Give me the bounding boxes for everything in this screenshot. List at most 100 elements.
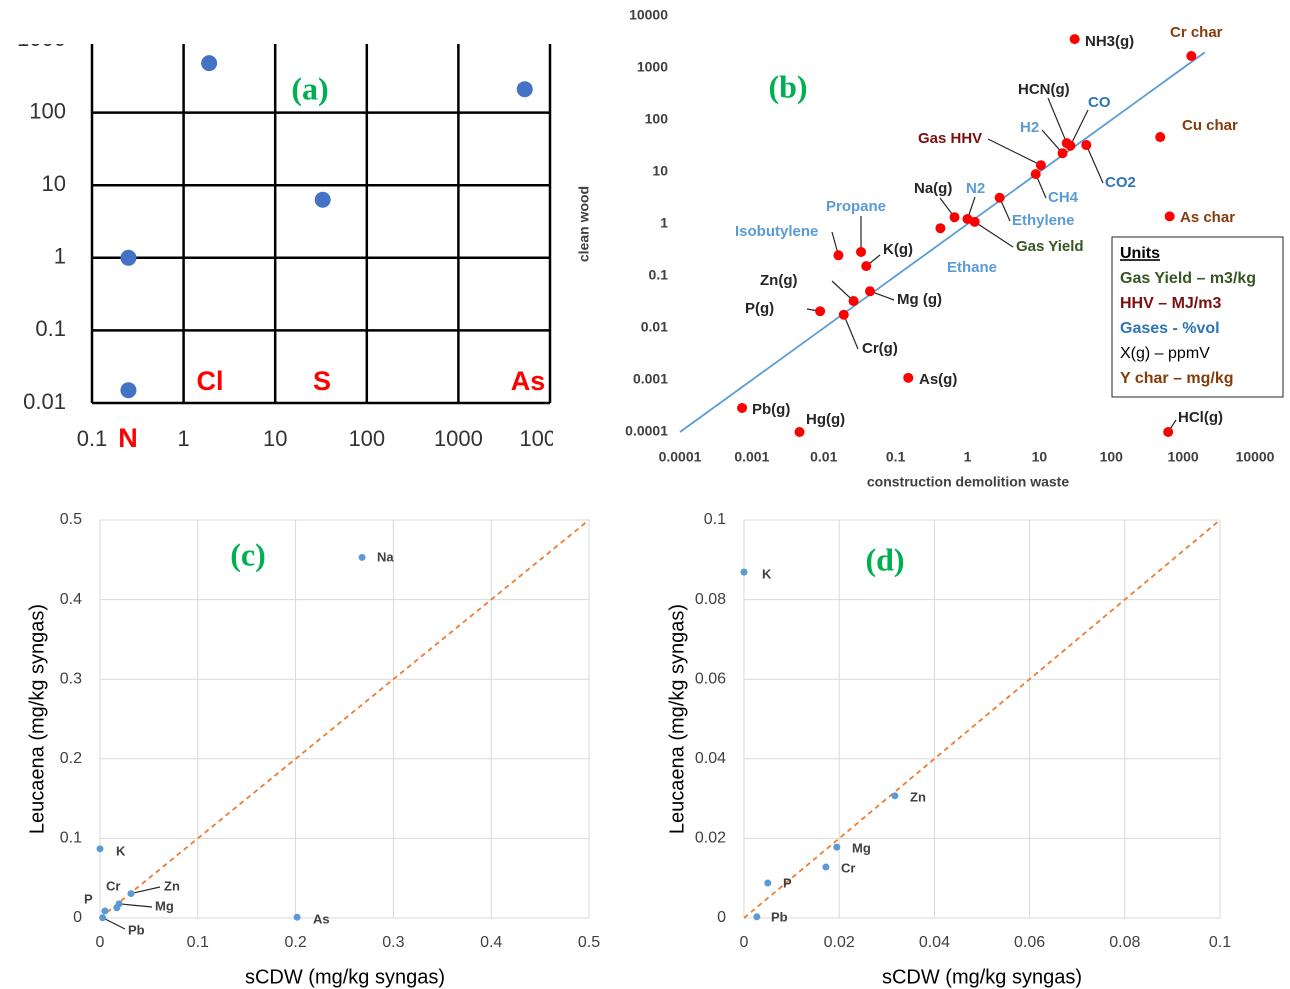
- point: [1057, 148, 1068, 159]
- point: [358, 553, 366, 561]
- y-tick-label: 0.0001: [625, 423, 668, 439]
- y-tick-label: 0: [73, 909, 82, 926]
- panel-label: (c): [230, 536, 266, 572]
- x-tick-label: 1000: [1168, 449, 1199, 465]
- point: [903, 372, 914, 383]
- point: [1164, 211, 1175, 222]
- x-tick-label: 100: [348, 426, 385, 451]
- x-tick-label: 100: [1100, 449, 1124, 465]
- y-tick-label: 0.08: [695, 591, 726, 608]
- point: [1081, 140, 1092, 151]
- panel-label: (a): [291, 70, 328, 106]
- x-tick-label: 10: [263, 426, 287, 451]
- y-tick-label: 0.1: [649, 267, 669, 283]
- point-label: Mg: [852, 840, 871, 855]
- legend-entry: Gases - %vol: [1120, 320, 1220, 337]
- x-tick-label: 0.5: [578, 934, 600, 951]
- point-label: Hg(g): [806, 411, 845, 428]
- legend-box: [1111, 236, 1284, 398]
- point-label: K(g): [883, 241, 913, 258]
- y-tick-label: 0.02: [695, 830, 726, 847]
- y-tick-label: 1: [660, 215, 668, 231]
- x-tick-label: 0.3: [382, 934, 404, 951]
- leader-line: [1069, 109, 1089, 146]
- legend-entry: HHV – MJ/m3: [1120, 295, 1221, 312]
- point-label: N2: [966, 180, 985, 197]
- y-axis-label: Leucaena (mg/kg syngas): [26, 604, 48, 834]
- x-tick-label: 0.1: [187, 934, 209, 951]
- point-label: K: [116, 843, 126, 858]
- point-label: Zn: [910, 789, 926, 804]
- y-tick-label: 0.06: [695, 670, 726, 687]
- x-tick-label: 1: [964, 449, 972, 465]
- point: [1065, 140, 1076, 151]
- leader-line: [1047, 97, 1068, 144]
- point: [1030, 169, 1041, 180]
- point: [815, 306, 826, 317]
- x-tick-label: 10000: [519, 426, 580, 451]
- point-label: As char: [1180, 209, 1235, 226]
- point-label: K: [762, 566, 772, 581]
- y-tick-label: 1000: [637, 59, 668, 75]
- annotation: Cl: [197, 366, 224, 396]
- leader-line: [974, 221, 1014, 248]
- y-tick-label: 0.001: [633, 371, 668, 387]
- point-label: CO2: [1105, 174, 1136, 191]
- y-tick-label: 0.04: [695, 750, 726, 767]
- point-label: Isobutylene: [735, 223, 818, 240]
- x-tick-label: 0.2: [284, 934, 306, 951]
- leader-line: [1085, 144, 1104, 184]
- point: [822, 863, 830, 871]
- y-tick-label: 0.4: [60, 591, 82, 608]
- point: [516, 81, 533, 98]
- x-tick-label: 0: [740, 934, 749, 951]
- point-label: P: [783, 875, 792, 890]
- point-label: Na(g): [914, 180, 952, 197]
- x-tick-label: 0.1: [77, 426, 108, 451]
- point: [293, 913, 301, 921]
- point: [737, 402, 748, 413]
- point-label: HCl(g): [1178, 409, 1223, 426]
- x-axis-label: sCDW (mg/kg syngas): [882, 966, 1082, 988]
- point: [935, 223, 946, 234]
- reference-line: [99, 519, 590, 919]
- leader-line: [843, 314, 859, 350]
- point-label: Na: [377, 549, 394, 564]
- point: [833, 250, 844, 261]
- x-tick-label: 0.06: [1014, 934, 1045, 951]
- point-label: Mg (g): [897, 291, 942, 308]
- point-label: HCN(g): [1018, 81, 1070, 98]
- reference-line: [679, 51, 1206, 433]
- x-tick-label: 0.1: [1209, 934, 1231, 951]
- point: [1186, 51, 1197, 62]
- point-label: Ethane: [947, 259, 997, 276]
- point-label: As(g): [919, 371, 957, 388]
- y-tick-label: 0.01: [641, 319, 668, 335]
- point-label: Gas HHV: [918, 130, 982, 147]
- point: [120, 382, 137, 399]
- point: [101, 907, 109, 915]
- y-tick-label: 0.1: [35, 316, 66, 341]
- y-tick-label: 100: [645, 111, 669, 127]
- point: [838, 309, 849, 320]
- x-tick-label: 0.08: [1109, 934, 1140, 951]
- y-tick-label: 0.3: [60, 670, 82, 687]
- point-label: As: [313, 911, 330, 926]
- leader-line: [119, 903, 153, 908]
- point: [753, 913, 761, 921]
- y-tick-label: 10: [42, 171, 66, 196]
- y-tick-label: 0.1: [704, 511, 726, 528]
- y-tick-label: 0.2: [60, 750, 82, 767]
- point: [764, 879, 772, 887]
- point-label: Cr: [841, 860, 855, 875]
- point-label: P(g): [745, 300, 774, 317]
- chart: 0 0.02 0.04 0.06 0.08 0.1 0 0.02 0.04 0.06 0.08 0.1…: [666, 511, 1231, 988]
- y-tick-label: 1000: [17, 26, 66, 51]
- annotation: N: [118, 423, 138, 453]
- reference-line: [743, 519, 1221, 919]
- point: [314, 191, 331, 208]
- point: [201, 55, 218, 72]
- y-tick-label: 0.01: [23, 389, 66, 414]
- x-tick-label: 0.0001: [659, 449, 702, 465]
